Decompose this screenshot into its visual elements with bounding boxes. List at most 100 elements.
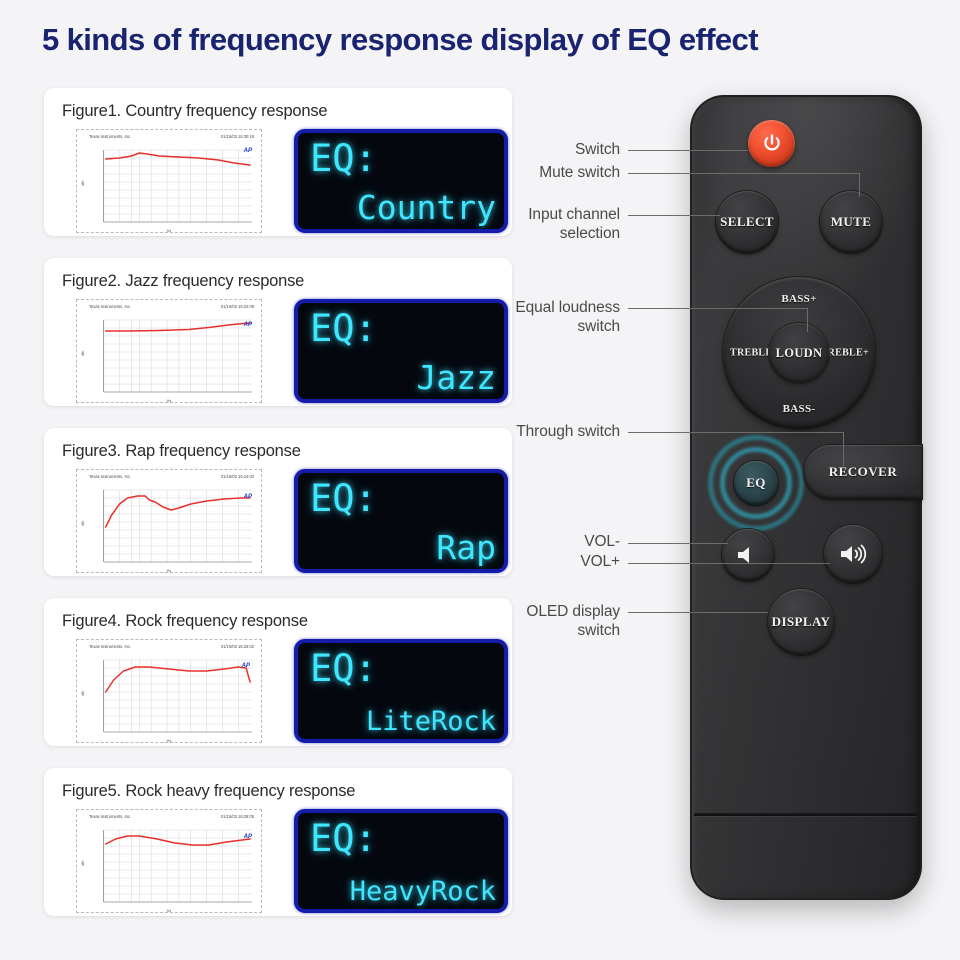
bass-up-label[interactable]: BASS+	[781, 293, 817, 305]
loudness-button[interactable]: LOUDN	[769, 323, 829, 383]
oled-eq-value: Jazz	[416, 358, 496, 397]
leader-line-select	[628, 215, 720, 216]
volume-down-button[interactable]	[722, 529, 774, 581]
select-button[interactable]: SELECT	[716, 191, 778, 253]
leader-line-mute-v	[859, 173, 860, 197]
figure-card: Figure5. Rock heavy frequency response T…	[44, 768, 512, 916]
plot-y-axis-label: dBr	[81, 690, 85, 696]
oled-eq-label: EQ:	[310, 477, 377, 520]
oled-display: EQ: Country	[294, 129, 508, 233]
plot-timestamp: 01/15/03 16:22:09	[220, 304, 254, 309]
figure-card: Figure3. Rap frequency response Texas In…	[44, 428, 512, 576]
oled-display: EQ: HeavyRock	[294, 809, 508, 913]
callout-vol-plus: VOL+	[580, 553, 620, 570]
battery-cover-seam	[694, 813, 918, 816]
oled-eq-label: EQ:	[310, 137, 377, 180]
leader-line-vol-plus	[628, 563, 830, 564]
leader-line-recover-v	[843, 432, 844, 466]
callout-oled-display: OLED display switch	[526, 603, 620, 639]
plot-y-axis-label: dBr	[81, 350, 85, 356]
oled-eq-label: EQ:	[310, 307, 377, 350]
mute-button[interactable]: MUTE	[820, 191, 882, 253]
frequency-response-plot: Texas Instruments, Inc. 01/15/03 16:28:0…	[76, 809, 262, 913]
speaker-waves-icon	[841, 544, 867, 564]
plot-vendor-label: Texas Instruments, Inc.	[89, 304, 132, 309]
speaker-icon	[738, 547, 749, 563]
oled-eq-label: EQ:	[310, 647, 377, 690]
figure-title: Figure1. Country frequency response	[62, 102, 328, 120]
ap-logo-icon: AP	[243, 322, 252, 328]
treble-up-label[interactable]: TREBLE+	[820, 347, 869, 359]
plot-timestamp: 01/15/03 16:24:03	[220, 474, 254, 479]
figure-title: Figure5. Rock heavy frequency response	[62, 782, 356, 800]
plot-vendor-label: Texas Instruments, Inc.	[89, 134, 132, 139]
frequency-response-plot: Texas Instruments, Inc. 01/15/03 16:24:0…	[76, 469, 262, 573]
callout-vol-minus: VOL-	[584, 533, 620, 550]
recover-button[interactable]: RECOVER	[804, 445, 922, 499]
leader-line-loudn-h	[628, 308, 808, 309]
callout-input-channel: Input channel selection	[528, 206, 620, 242]
leader-line-vol-minus	[628, 543, 728, 544]
loudness-label: LOUDN	[775, 345, 823, 360]
plot-x-axis-label: Hz	[166, 399, 172, 403]
oled-eq-value: Country	[356, 188, 496, 227]
ripple-outer	[708, 435, 804, 531]
figure-card: Figure4. Rock frequency response Texas I…	[44, 598, 512, 746]
frequency-response-plot: Texas Instruments, Inc. 01/15/03 16:30:1…	[76, 129, 262, 233]
ripple-inner	[720, 447, 792, 519]
plot-y-axis-label: dBr	[81, 520, 85, 526]
figure-card: Figure1. Country frequency response Texa…	[44, 88, 512, 236]
oled-eq-value: Rap	[436, 528, 496, 567]
oled-eq-value: HeavyRock	[349, 876, 496, 907]
eq-highlight-zone: EQ	[708, 435, 804, 531]
ap-logo-icon: AP	[243, 494, 252, 500]
frequency-response-plot: Texas Instruments, Inc. 01/15/03 16:26:0…	[76, 639, 262, 743]
plot-x-axis-label: Hz	[166, 909, 172, 913]
leader-line-loudn-v	[807, 308, 808, 332]
figure-title: Figure4. Rock frequency response	[62, 612, 308, 630]
plot-canvas	[103, 489, 253, 563]
plot-x-axis-label: Hz	[166, 739, 172, 743]
ap-logo-icon: AP	[243, 834, 252, 840]
callout-switch: Switch	[574, 141, 620, 158]
leader-line-mute-h	[628, 173, 860, 174]
treble-down-label[interactable]: TREBLE-	[730, 347, 777, 359]
volume-up-button[interactable]	[824, 525, 882, 583]
figure-title: Figure3. Rap frequency response	[62, 442, 301, 460]
figure-card: Figure2. Jazz frequency response Texas I…	[44, 258, 512, 406]
plot-vendor-label: Texas Instruments, Inc.	[89, 814, 132, 819]
plot-vendor-label: Texas Instruments, Inc.	[89, 644, 132, 649]
plot-x-axis-label: Hz	[166, 229, 172, 233]
bass-down-label[interactable]: BASS-	[782, 403, 816, 415]
oled-eq-value: LiteRock	[365, 706, 496, 737]
callout-mute-switch: Mute switch	[539, 164, 620, 181]
figure-card-list: Figure1. Country frequency response Texa…	[44, 88, 512, 938]
plot-y-axis-label: dBr	[81, 180, 85, 186]
eq-button[interactable]: EQ	[734, 461, 778, 505]
callout-through-switch: Through switch	[516, 423, 620, 440]
leader-line-switch	[628, 150, 748, 151]
ap-logo-icon: AP	[243, 148, 252, 154]
dpad-control[interactable]: BASS+ TREBLE- TREBLE+ BASS- LOUDN	[723, 277, 875, 429]
ap-logo-icon: AP	[241, 663, 250, 669]
display-button[interactable]: DISPLAY	[768, 589, 834, 655]
plot-x-axis-label: Hz	[166, 569, 172, 573]
plot-y-axis-label: dBr	[81, 860, 85, 866]
oled-display: EQ: Jazz	[294, 299, 508, 403]
plot-vendor-label: Texas Instruments, Inc.	[89, 474, 132, 479]
leader-line-recover-h	[628, 432, 844, 433]
callout-equal-loudness: Equal loudness switch	[515, 299, 620, 335]
plot-timestamp: 01/15/03 16:26:02	[220, 644, 254, 649]
power-button[interactable]	[748, 120, 795, 167]
remote-control: SELECT MUTE BASS+ TREBLE- TREBLE+ BASS- …	[690, 95, 922, 900]
plot-canvas	[103, 829, 253, 903]
oled-display: EQ: LiteRock	[294, 639, 508, 743]
oled-display: EQ: Rap	[294, 469, 508, 573]
plot-timestamp: 01/15/03 16:30:18	[220, 134, 254, 139]
page-title: 5 kinds of frequency response display of…	[42, 22, 759, 57]
plot-timestamp: 01/15/03 16:28:05	[220, 814, 254, 819]
leader-line-display	[628, 612, 768, 613]
plot-canvas	[103, 319, 253, 393]
plot-canvas	[103, 149, 253, 223]
oled-eq-label: EQ:	[310, 817, 377, 860]
